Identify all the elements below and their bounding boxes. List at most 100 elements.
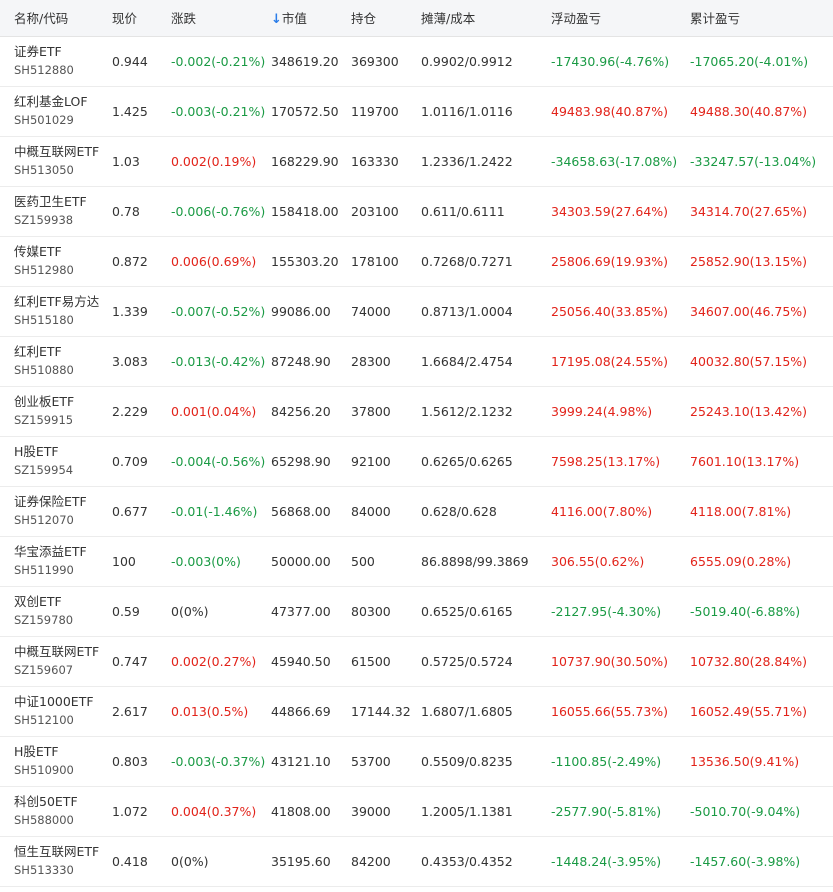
cell-position: 119700 [351,86,421,137]
cell-market-value: 47377.00 [271,586,351,637]
fund-code: SH512880 [14,63,74,77]
cell-position: 28300 [351,336,421,387]
table-row[interactable]: 中概互联网ETF SH513050 1.03 0.002(0.19%) 168229.9… [0,136,833,187]
cell-name-code[interactable]: 华宝添益ETF SH511990 [0,536,112,587]
cell-name-code[interactable]: 中概互联网ETF SZ159607 [0,636,112,687]
table-row[interactable]: H股ETF SH510900 0.803 -0.003(-0.37%) 43121.10… [0,736,833,787]
table-row[interactable]: 创业板ETF SZ159915 2.229 0.001(0.04%) 84256.20 3… [0,386,833,437]
header-cost[interactable]: 摊薄/成本 [421,0,551,37]
cell-name-code[interactable]: 证券ETF SH512880 [0,36,112,87]
fund-code: SH510880 [14,363,74,377]
cell-position: 61500 [351,636,421,687]
cell-change: -0.003(-0.21%) [171,86,271,137]
fund-name[interactable]: 证券保险ETF [14,494,87,509]
table-row[interactable]: 华宝添益ETF SH511990 100 -0.003(0%) 50000.00 500 8… [0,536,833,587]
fund-name[interactable]: 中概互联网ETF [14,144,100,159]
table-row[interactable]: 恒生互联网ETF SH513330 0.418 0(0%) 35195.60 84200 0… [0,836,833,887]
cell-position: 84000 [351,486,421,537]
table-row[interactable]: 医药卫生ETF SZ159938 0.78 -0.006(-0.76%) 158418.… [0,186,833,237]
cell-price: 0.709 [112,436,171,487]
cell-name-code[interactable]: 科创50ETF SH588000 [0,786,112,837]
cell-total-pl: 25243.10(13.42%) [690,386,833,437]
cell-cost: 0.6525/0.6165 [421,586,551,637]
fund-name[interactable]: 红利ETF [14,344,62,359]
cell-market-value: 155303.20 [271,236,351,287]
fund-name[interactable]: 中概互联网ETF [14,644,100,659]
fund-name[interactable]: 证券ETF [14,44,62,59]
table-row[interactable]: 证券保险ETF SH512070 0.677 -0.01(-1.46%) 56868.0… [0,486,833,537]
cell-float-pl: 306.55(0.62%) [551,536,690,587]
cell-name-code[interactable]: 中概互联网ETF SH513050 [0,136,112,187]
fund-name[interactable]: 红利基金LOF [14,94,88,109]
fund-name[interactable]: 科创50ETF [14,794,78,809]
cell-price: 1.072 [112,786,171,837]
cell-price: 0.803 [112,736,171,787]
fund-name[interactable]: 中证1000ETF [14,694,94,709]
fund-code: SZ159954 [14,463,74,477]
cell-change: -0.003(0%) [171,536,271,587]
cell-price: 1.339 [112,286,171,337]
cell-position: 39000 [351,786,421,837]
table-row[interactable]: 证券ETF SH512880 0.944 -0.002(-0.21%) 348619.2… [0,36,833,87]
cell-name-code[interactable]: 红利ETF易方达 SH515180 [0,286,112,337]
cell-position: 37800 [351,386,421,437]
cell-position: 92100 [351,436,421,487]
cell-total-pl: 6555.09(0.28%) [690,536,833,587]
cell-cost: 0.5509/0.8235 [421,736,551,787]
table-row[interactable]: 红利ETF易方达 SH515180 1.339 -0.007(-0.52%) 99086… [0,286,833,337]
cell-name-code[interactable]: 双创ETF SZ159780 [0,586,112,637]
cell-price: 0.944 [112,36,171,87]
header-name[interactable]: 名称/代码 [0,0,112,37]
table-row[interactable]: 传媒ETF SH512980 0.872 0.006(0.69%) 155303.20 1… [0,236,833,287]
cell-price: 0.59 [112,586,171,637]
fund-name[interactable]: 传媒ETF [14,244,62,259]
cell-market-value: 348619.20 [271,36,351,87]
fund-name[interactable]: 医药卫生ETF [14,194,87,209]
fund-name[interactable]: 创业板ETF [14,394,75,409]
table-row[interactable]: H股ETF SZ159954 0.709 -0.004(-0.56%) 65298.90… [0,436,833,487]
header-float-pl[interactable]: 浮动盈亏 [551,0,690,37]
cell-name-code[interactable]: 恒生互联网ETF SH513330 [0,836,112,887]
cell-name-code[interactable]: 红利基金LOF SH501029 [0,86,112,137]
cell-change: -0.01(-1.46%) [171,486,271,537]
cell-cost: 86.8898/99.3869 [421,536,551,587]
fund-name[interactable]: 华宝添益ETF [14,544,87,559]
header-market-value[interactable]: ↓市值 [271,0,351,37]
table-row[interactable]: 中证1000ETF SH512100 2.617 0.013(0.5%) 44866.6… [0,686,833,737]
header-position[interactable]: 持仓 [351,0,421,37]
cell-name-code[interactable]: H股ETF SZ159954 [0,436,112,487]
cell-market-value: 50000.00 [271,536,351,587]
cell-name-code[interactable]: 医药卫生ETF SZ159938 [0,186,112,237]
table-row[interactable]: 科创50ETF SH588000 1.072 0.004(0.37%) 41808.00… [0,786,833,837]
cell-market-value: 35195.60 [271,836,351,887]
table-row[interactable]: 双创ETF SZ159780 0.59 0(0%) 47377.00 80300 0.652… [0,586,833,637]
fund-name[interactable]: 红利ETF易方达 [14,294,100,309]
cell-float-pl: -34658.63(-17.08%) [551,136,690,187]
table-row[interactable]: 中概互联网ETF SZ159607 0.747 0.002(0.27%) 45940.5… [0,636,833,687]
fund-name[interactable]: 恒生互联网ETF [14,844,100,859]
table-row[interactable]: 红利基金LOF SH501029 1.425 -0.003(-0.21%) 170572… [0,86,833,137]
cell-change: -0.002(-0.21%) [171,36,271,87]
cell-price: 1.425 [112,86,171,137]
cell-price: 1.03 [112,136,171,187]
cell-name-code[interactable]: 创业板ETF SZ159915 [0,386,112,437]
cell-change: 0(0%) [171,836,271,887]
cell-price: 100 [112,536,171,587]
cell-name-code[interactable]: H股ETF SH510900 [0,736,112,787]
cell-change: 0.013(0.5%) [171,686,271,737]
cell-name-code[interactable]: 中证1000ETF SH512100 [0,686,112,737]
header-change[interactable]: 涨跌 [171,0,271,37]
table-row[interactable]: 红利ETF SH510880 3.083 -0.013(-0.42%) 87248.90… [0,336,833,387]
fund-name[interactable]: 双创ETF [14,594,62,609]
cell-total-pl: -5019.40(-6.88%) [690,586,833,637]
cell-cost: 1.6807/1.6805 [421,686,551,737]
fund-name[interactable]: H股ETF [14,744,59,759]
fund-name[interactable]: H股ETF [14,444,59,459]
header-total-pl[interactable]: 累计盈亏 [690,0,833,37]
cell-name-code[interactable]: 证券保险ETF SH512070 [0,486,112,537]
cell-price: 2.229 [112,386,171,437]
cell-cost: 1.6684/2.4754 [421,336,551,387]
cell-name-code[interactable]: 传媒ETF SH512980 [0,236,112,287]
header-price[interactable]: 现价 [112,0,171,37]
cell-name-code[interactable]: 红利ETF SH510880 [0,336,112,387]
